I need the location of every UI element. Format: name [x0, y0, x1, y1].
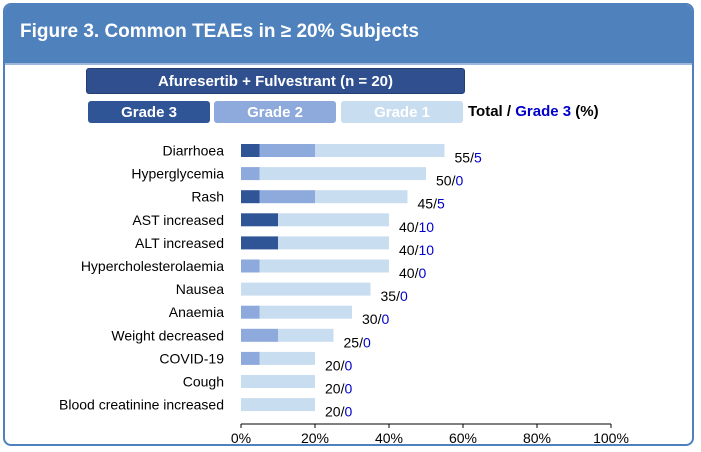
value-label-total: 40/ [399, 219, 419, 235]
bar-grade1-8 [259, 305, 352, 319]
bar-grade1-3 [315, 190, 408, 204]
value-label-grade3: 5 [437, 196, 445, 212]
value-label-total: 45/ [418, 196, 438, 212]
bar-grade2-9 [241, 328, 278, 342]
legend-grade3: Grade 3 [88, 101, 210, 123]
bar-grade1-9 [278, 328, 334, 342]
bar-grade1-1 [315, 144, 445, 157]
legend-total-grade3: Total / Grade 3 (%) [468, 103, 599, 120]
bar-grade3-4 [241, 213, 278, 227]
bar-grade1-12 [241, 398, 315, 412]
value-label: 40/10 [399, 219, 434, 235]
value-label-grade3: 0 [344, 357, 352, 373]
value-label: 40/0 [399, 265, 426, 281]
category-label: Cough [183, 374, 224, 390]
bar-grade2-3 [259, 190, 315, 204]
legend-grade2: Grade 2 [214, 101, 336, 123]
category-label: AST increased [132, 212, 224, 228]
bar-grade1-4 [278, 213, 389, 227]
value-label: 20/0 [325, 381, 352, 397]
bar-grade1-2 [259, 167, 426, 181]
legend-total-prefix: Total / [468, 103, 516, 120]
value-label-grade3: 0 [344, 381, 352, 397]
legend-pct: (%) [571, 103, 599, 120]
category-label: Blood creatinine increased [59, 397, 224, 413]
bar-grade3-3 [241, 190, 260, 204]
value-label-grade3: 0 [455, 173, 463, 189]
bar-grade1-11 [241, 375, 315, 388]
category-label: Diarrhoea [163, 143, 225, 159]
bar-grade3-5 [241, 236, 278, 250]
bar-grade2-2 [241, 167, 260, 181]
bar-grade1-7 [241, 282, 371, 296]
x-tick-label: 100% [593, 430, 629, 446]
bar-grade2-8 [241, 305, 260, 319]
value-label-total: 20/ [325, 357, 345, 373]
category-label: Hyperglycemia [131, 166, 224, 182]
value-label-total: 40/ [399, 242, 419, 258]
category-label: Anaemia [169, 304, 224, 320]
value-label: 50/0 [436, 173, 463, 189]
category-label: COVID-19 [159, 350, 224, 366]
value-label-grade3: 10 [418, 242, 434, 258]
legend-grade3-suffix: Grade 3 [515, 103, 572, 120]
category-label: Nausea [176, 281, 224, 297]
value-label: 20/0 [325, 404, 352, 420]
legend-grade1: Grade 1 [341, 101, 463, 123]
bar-grade1-5 [278, 236, 389, 250]
value-label-grade3: 0 [418, 265, 426, 281]
x-tick-label: 80% [523, 430, 551, 446]
value-label-total: 35/ [381, 288, 401, 304]
bar-grade2-6 [241, 259, 260, 273]
x-tick-label: 60% [449, 430, 477, 446]
value-label-total: 25/ [344, 334, 364, 350]
category-label: Hypercholesterolaemia [81, 258, 224, 274]
value-label-total: 50/ [436, 173, 456, 189]
bar-grade1-6 [259, 259, 389, 273]
category-label: Rash [191, 189, 224, 205]
value-label-total: 55/ [455, 150, 475, 166]
value-label: 25/0 [344, 334, 371, 350]
value-label: 45/5 [418, 196, 445, 212]
x-tick-label: 20% [301, 430, 329, 446]
value-label: 20/0 [325, 357, 352, 373]
bar-grade2-1 [259, 144, 315, 157]
value-label-total: 20/ [325, 381, 345, 397]
bar-grade2-10 [241, 351, 260, 365]
category-label: ALT increased [135, 235, 224, 251]
value-label: 30/0 [362, 311, 389, 327]
bar-grade1-10 [259, 351, 315, 365]
category-label: Weight decreased [111, 327, 224, 343]
title-bar: Figure 3. Common TEAEs in ≥ 20% Subjects [5, 5, 692, 65]
value-label-grade3: 0 [363, 334, 371, 350]
x-tick-label: 40% [375, 430, 403, 446]
bar-grade3-1 [241, 144, 260, 157]
value-label-total: 40/ [399, 265, 419, 281]
treatment-banner: Afuresertib + Fulvestrant (n = 20) [86, 68, 465, 94]
figure-title: Figure 3. Common TEAEs in ≥ 20% Subjects [20, 21, 419, 42]
value-label: 35/0 [381, 288, 408, 304]
value-label: 40/10 [399, 242, 434, 258]
value-label-grade3: 10 [418, 219, 434, 235]
x-tick-label: 0% [231, 430, 251, 446]
value-label-grade3: 0 [381, 311, 389, 327]
value-label-grade3: 5 [474, 150, 482, 166]
value-label-total: 20/ [325, 404, 345, 420]
value-label: 55/5 [455, 150, 482, 166]
value-label-grade3: 0 [400, 288, 408, 304]
value-label-total: 30/ [362, 311, 382, 327]
value-label-grade3: 0 [344, 404, 352, 420]
